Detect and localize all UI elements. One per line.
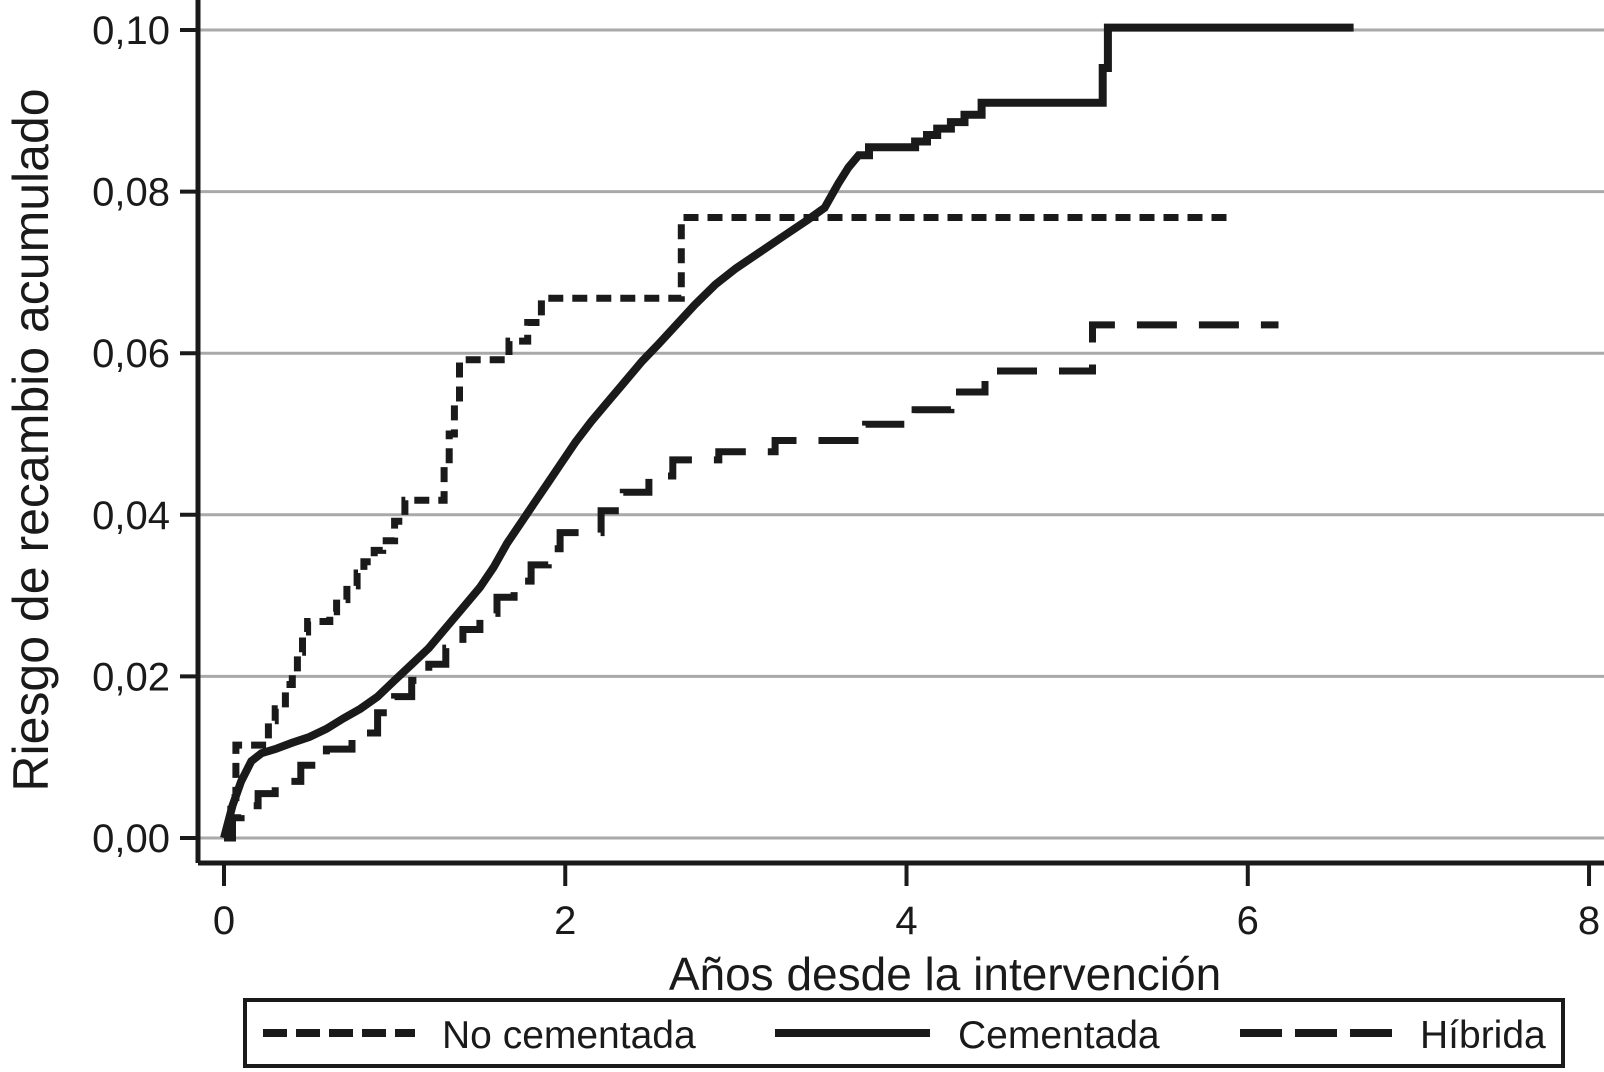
y-tick-label: 0,06: [92, 332, 170, 376]
curve-híbrida: [224, 321, 1279, 842]
x-tick-label: 6: [1237, 899, 1259, 943]
y-tick-label: 0,00: [92, 817, 170, 861]
y-tick-label: 0,04: [92, 494, 170, 538]
x-tick-label: 8: [1578, 899, 1600, 943]
axes: [180, 0, 1604, 886]
x-tick-label: 4: [895, 899, 917, 943]
x-tick-label: 2: [554, 899, 576, 943]
y-axis-title: Riesgo de recambio acumulado: [3, 88, 59, 791]
y-tick-label: 0,02: [92, 655, 170, 699]
legend-label-no-cementada: No cementada: [442, 1014, 696, 1057]
tick-labels: 0,00 0,02 0,04 0,06 0,08 0,10 0 2 4 6 8: [92, 9, 1600, 943]
x-tick-label: 0: [213, 899, 235, 943]
series-curves: [220, 23, 1354, 842]
y-tick-label: 0,10: [92, 9, 170, 53]
legend: No cementada Cementada Híbrida: [243, 998, 1565, 1068]
x-axis-title: Años desde la intervención: [669, 948, 1221, 1000]
curve-cementada: [220, 23, 1354, 840]
gridlines: [198, 28, 1604, 840]
curve-no-cementada: [224, 214, 1231, 842]
legend-label-hibrida: Híbrida: [1420, 1014, 1546, 1057]
legend-label-cementada: Cementada: [958, 1014, 1160, 1057]
y-tick-label: 0,08: [92, 171, 170, 215]
